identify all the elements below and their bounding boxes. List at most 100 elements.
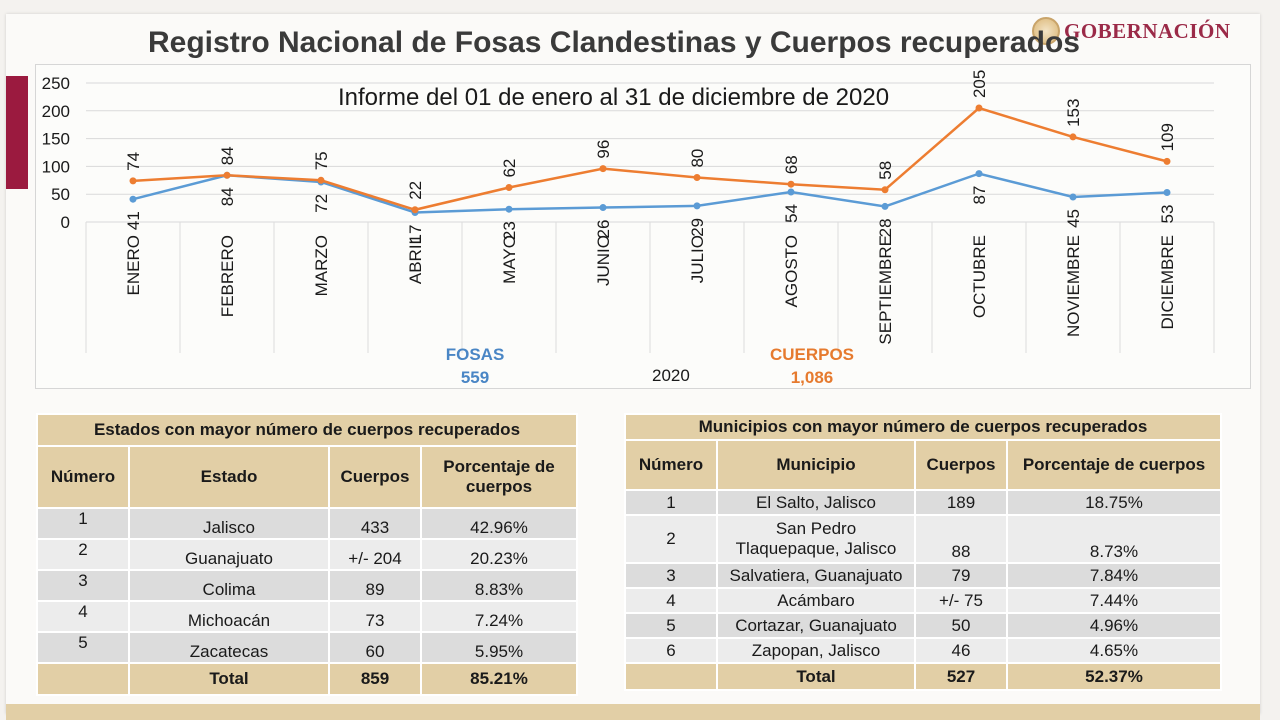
- estados-caption: Estados con mayor número de cuerpos recu…: [36, 413, 578, 447]
- data-label: 62: [500, 159, 519, 178]
- cell-cuerpos: 189: [914, 489, 1008, 516]
- x-tick-label: JULIO: [688, 235, 707, 283]
- cell-porcentaje: 8.73%: [1006, 514, 1222, 564]
- col-estado: Estado: [128, 445, 330, 509]
- cell-numero: 1: [36, 507, 130, 540]
- table-row: 4 Acámbaro +/- 75 7.44%: [624, 587, 1222, 614]
- cell-numero: 4: [36, 600, 130, 633]
- x-tick-label: ABRIL: [406, 235, 425, 284]
- cell-porcentaje: 5.95%: [420, 631, 578, 664]
- data-point: [975, 104, 983, 112]
- cell-estado: Colima: [128, 569, 330, 602]
- data-label: 84: [218, 187, 237, 206]
- table-row: 2 Guanajuato +/- 204 20.23%: [36, 538, 578, 571]
- data-label: 22: [406, 181, 425, 200]
- cell-estado: Jalisco: [128, 507, 330, 540]
- table-row: 3 Colima 89 8.83%: [36, 569, 578, 602]
- col-numero: Número: [624, 439, 718, 491]
- total-row: Total 859 85.21%: [36, 662, 578, 696]
- table-row: 6 Zapopan, Jalisco 46 4.65%: [624, 637, 1222, 664]
- data-label: 153: [1064, 99, 1083, 127]
- data-point: [1069, 133, 1077, 141]
- cell-municipio: San Pedro Tlaquepaque, Jalisco: [716, 514, 916, 564]
- cell-numero: 4: [624, 587, 718, 614]
- x-tick-label: OCTUBRE: [970, 235, 989, 318]
- x-tick-label: MAYO: [500, 235, 519, 284]
- data-point: [881, 186, 889, 194]
- data-label: 58: [876, 161, 895, 180]
- cell-municipio: Cortazar, Guanajuato: [716, 612, 916, 639]
- x-tick-label: ENERO: [124, 235, 143, 295]
- cell-cuerpos: 88: [914, 514, 1008, 564]
- cell-cuerpos: 50: [914, 612, 1008, 639]
- data-point: [693, 202, 701, 210]
- cell-porcentaje: 20.23%: [420, 538, 578, 571]
- cell-numero: 3: [624, 562, 718, 589]
- cell-numero: 1: [624, 489, 718, 516]
- cell-empty: [624, 662, 718, 691]
- cell-porcentaje: 42.96%: [420, 507, 578, 540]
- table-row: 5 Cortazar, Guanajuato 50 4.96%: [624, 612, 1222, 639]
- cell-estado: Michoacán: [128, 600, 330, 633]
- data-label: 74: [124, 152, 143, 171]
- cell-estado: Zacatecas: [128, 631, 330, 664]
- cell-cuerpos: 60: [328, 631, 422, 664]
- total-porcentaje: 85.21%: [420, 662, 578, 696]
- cell-cuerpos: 433: [328, 507, 422, 540]
- data-point: [881, 202, 889, 210]
- data-point: [1163, 157, 1171, 165]
- data-label: 23: [500, 221, 519, 240]
- col-porcentaje: Porcentaje de cuerpos: [420, 445, 578, 509]
- x-tick-label: JUNIO: [594, 235, 613, 286]
- total-label: Total: [716, 662, 916, 691]
- data-point: [787, 180, 795, 188]
- page-title: Registro Nacional de Fosas Clandestinas …: [148, 26, 1080, 59]
- data-label: 96: [594, 140, 613, 159]
- cell-numero: 6: [624, 637, 718, 664]
- cell-porcentaje: 7.44%: [1006, 587, 1222, 614]
- y-tick-label: 100: [42, 157, 70, 176]
- cell-numero: 5: [36, 631, 130, 664]
- x-tick-label: AGOSTO: [782, 235, 801, 307]
- data-label: 29: [688, 218, 707, 237]
- cell-cuerpos: 89: [328, 569, 422, 602]
- col-numero: Número: [36, 445, 130, 509]
- footer-band: [6, 704, 1260, 720]
- data-point: [787, 188, 795, 196]
- cell-cuerpos: 46: [914, 637, 1008, 664]
- data-point: [411, 206, 419, 214]
- cell-porcentaje: 18.75%: [1006, 489, 1222, 516]
- municipios-table: Municipios con mayor número de cuerpos r…: [624, 413, 1222, 691]
- data-label: 205: [970, 70, 989, 98]
- cell-numero: 2: [36, 538, 130, 571]
- col-porcentaje: Porcentaje de cuerpos: [1006, 439, 1222, 491]
- x-axis-title: 2020: [652, 366, 690, 385]
- data-point: [1069, 193, 1077, 201]
- cell-porcentaje: 4.65%: [1006, 637, 1222, 664]
- cell-numero: 2: [624, 514, 718, 564]
- cell-porcentaje: 7.24%: [420, 600, 578, 633]
- data-label: 75: [312, 151, 331, 170]
- data-point: [975, 170, 983, 178]
- data-point: [505, 205, 513, 213]
- data-label: 45: [1064, 209, 1083, 228]
- data-point: [599, 165, 607, 173]
- cell-cuerpos: 73: [328, 600, 422, 633]
- cell-municipio: El Salto, Jalisco: [716, 489, 916, 516]
- estados-table: Estados con mayor número de cuerpos recu…: [36, 413, 578, 696]
- legend-fosas-name: FOSAS: [445, 345, 505, 364]
- cell-porcentaje: 7.84%: [1006, 562, 1222, 589]
- data-label: 87: [970, 186, 989, 205]
- y-tick-label: 250: [42, 74, 70, 93]
- total-row: Total 527 52.37%: [624, 662, 1222, 691]
- data-point: [317, 176, 325, 184]
- total-cuerpos: 527: [914, 662, 1008, 691]
- cell-municipio: Acámbaro: [716, 587, 916, 614]
- data-point: [129, 195, 137, 203]
- gobernacion-logo: GOBERNACIÓN: [1032, 14, 1231, 48]
- data-label: 84: [218, 146, 237, 165]
- col-cuerpos: Cuerpos: [328, 445, 422, 509]
- data-point: [129, 177, 137, 185]
- cell-municipio: Zapopan, Jalisco: [716, 637, 916, 664]
- series-line-fosas: [132, 172, 1168, 214]
